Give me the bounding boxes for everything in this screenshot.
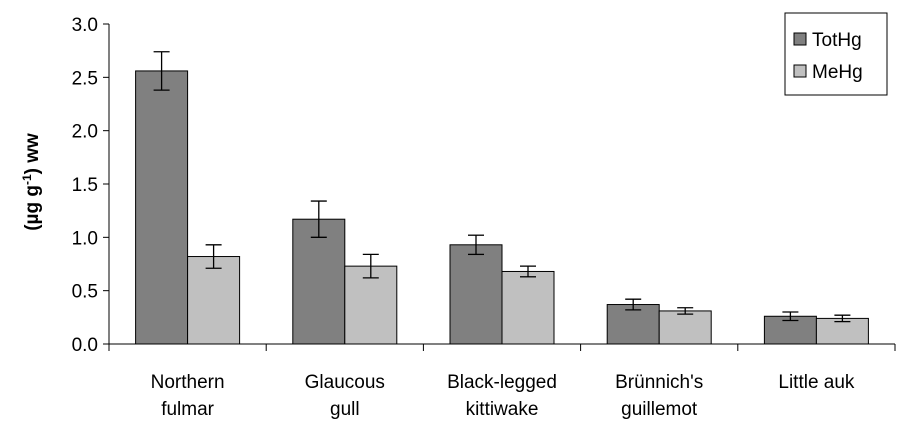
- y-tick-label: 0.0: [72, 335, 98, 356]
- bar-tothg: [135, 70, 189, 345]
- x-category-label: kittiwake: [466, 399, 539, 420]
- legend-swatch-totHg: [793, 32, 807, 46]
- bar-mehg: [344, 265, 398, 345]
- x-category-label: fulmar: [161, 399, 214, 420]
- x-category-label: Northern: [151, 372, 225, 393]
- x-category-label: guillemot: [621, 399, 698, 420]
- x-category-label: Brünnich's: [615, 372, 703, 393]
- legend-box: [784, 12, 888, 96]
- legend-label-totHg: TotHg: [812, 30, 862, 51]
- bar-tothg: [449, 244, 503, 345]
- x-category-label: Black-legged: [447, 372, 557, 393]
- y-axis-title: (µg g-1) ww: [20, 133, 43, 231]
- bar-mehg: [658, 310, 712, 345]
- bar-mehg: [187, 256, 241, 345]
- legend: TotHg MeHg: [784, 12, 888, 96]
- bar-tothg: [292, 218, 346, 345]
- y-tick-label: 0.5: [72, 282, 98, 303]
- x-category-label: Little auk: [778, 372, 855, 393]
- legend-swatch-meHg: [793, 64, 807, 78]
- x-category-label: gull: [330, 399, 360, 420]
- y-tick-label: 3.0: [72, 15, 98, 36]
- labels: 0.0 0.5 1.0 1.5 2.0 2.5 3.0 Northern fulmar Glauc…: [72, 15, 855, 420]
- y-tick-label: 1.5: [72, 175, 98, 196]
- bar-mehg: [501, 270, 555, 345]
- x-category-label: Glaucous: [305, 372, 385, 393]
- legend-label-meHg: MeHg: [812, 62, 863, 83]
- bars: [135, 70, 869, 345]
- bar-mehg: [815, 317, 869, 345]
- y-tick-label: 2.0: [72, 122, 98, 143]
- y-tick-label: 1.0: [72, 228, 98, 249]
- error-bars: [153, 51, 851, 323]
- bar-tothg: [606, 304, 660, 345]
- y-tick-label: 2.5: [72, 68, 98, 89]
